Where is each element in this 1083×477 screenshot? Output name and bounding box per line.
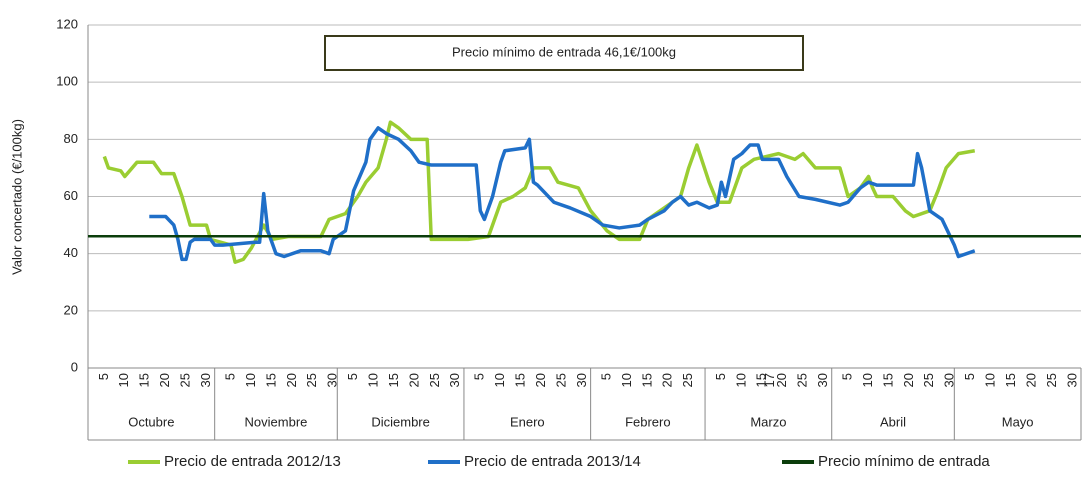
x-tick-label: 15 bbox=[263, 373, 278, 387]
x-tick-label: 20 bbox=[406, 373, 421, 387]
x-tick-label: 5 bbox=[598, 373, 613, 380]
x-tick-label: 30 bbox=[1064, 373, 1079, 387]
x-tick-label: 20 bbox=[533, 373, 548, 387]
x-tick-label: 30 bbox=[325, 373, 340, 387]
x-tick-label: 15 bbox=[754, 373, 769, 387]
month-label: Febrero bbox=[625, 414, 671, 429]
y-tick-label: 60 bbox=[64, 188, 78, 203]
x-tick-label: 30 bbox=[574, 373, 589, 387]
x-tick-label: 20 bbox=[774, 373, 789, 387]
legend-label: Precio mínimo de entrada bbox=[818, 453, 990, 470]
y-tick-label: 20 bbox=[64, 302, 78, 317]
annotation-box bbox=[324, 35, 804, 71]
x-tick-label: 15 bbox=[386, 373, 401, 387]
x-tick-label: 5 bbox=[962, 373, 977, 380]
x-tick-label: 20 bbox=[901, 373, 916, 387]
x-tick-label: 30 bbox=[942, 373, 957, 387]
x-tick-label: 5 bbox=[96, 373, 111, 380]
month-label: Noviembre bbox=[245, 414, 308, 429]
line-series bbox=[102, 120, 976, 264]
x-tick-label: 10 bbox=[619, 373, 634, 387]
month-label: Mayo bbox=[1002, 414, 1034, 429]
annotation: Precio mínimo de entrada 46,1€/100kg bbox=[452, 44, 676, 59]
x-tick-label: 5 bbox=[222, 373, 237, 380]
y-axis-label: Valor concertado (€/100kg) bbox=[9, 119, 24, 275]
y-tick-label: 120 bbox=[56, 16, 78, 31]
x-tick-label: 25 bbox=[921, 373, 936, 387]
x-tick-label: 5 bbox=[713, 373, 728, 380]
x-tick-label: 10 bbox=[983, 373, 998, 387]
legend-label: Precio de entrada 2013/14 bbox=[464, 453, 641, 470]
x-tick-label: 10 bbox=[116, 373, 131, 387]
x-tick-label: 20 bbox=[660, 373, 675, 387]
x-tick-label: 5 bbox=[840, 373, 855, 380]
x-tick-label: 5 bbox=[472, 373, 487, 380]
month-label: Diciembre bbox=[371, 414, 430, 429]
y-tick-label: 0 bbox=[71, 359, 78, 374]
x-tick-label: 25 bbox=[178, 373, 193, 387]
y-tick-label: 100 bbox=[56, 74, 78, 89]
x-tick-label: 15 bbox=[137, 373, 152, 387]
x-tick-label: 17 bbox=[762, 373, 777, 387]
x-tick-label: 15 bbox=[1003, 373, 1018, 387]
x-tick-label: 10 bbox=[733, 373, 748, 387]
month-label: Octubre bbox=[128, 414, 174, 429]
x-tick-label: 20 bbox=[157, 373, 172, 387]
x-tick-label: 15 bbox=[513, 373, 528, 387]
x-tick-label: 30 bbox=[447, 373, 462, 387]
x-tick-label: 5 bbox=[345, 373, 360, 380]
month-label: Marzo bbox=[750, 414, 786, 429]
x-tick-label: 10 bbox=[243, 373, 258, 387]
x-tick-label: 10 bbox=[365, 373, 380, 387]
month-label: Abril bbox=[880, 414, 906, 429]
x-tick-label: 25 bbox=[553, 373, 568, 387]
x-tick-label: 10 bbox=[492, 373, 507, 387]
x-tick-label: 25 bbox=[304, 373, 319, 387]
x-tick-label: 10 bbox=[860, 373, 875, 387]
x-tick-label: 30 bbox=[815, 373, 830, 387]
x-tick-label: 25 bbox=[427, 373, 442, 387]
month-label: Enero bbox=[510, 414, 545, 429]
x-tick-label: 15 bbox=[639, 373, 654, 387]
line-series bbox=[149, 126, 976, 262]
y-tick-label: 80 bbox=[64, 131, 78, 146]
x-tick-label: 15 bbox=[880, 373, 895, 387]
x-tick-label: 25 bbox=[795, 373, 810, 387]
legend-label: Precio de entrada 2012/13 bbox=[164, 453, 341, 470]
y-tick-label: 40 bbox=[64, 245, 78, 260]
x-tick-label: 20 bbox=[284, 373, 299, 387]
x-tick-label: 30 bbox=[198, 373, 213, 387]
x-tick-label: 25 bbox=[1044, 373, 1059, 387]
x-tick-label: 20 bbox=[1023, 373, 1038, 387]
x-tick-label: 25 bbox=[680, 373, 695, 387]
